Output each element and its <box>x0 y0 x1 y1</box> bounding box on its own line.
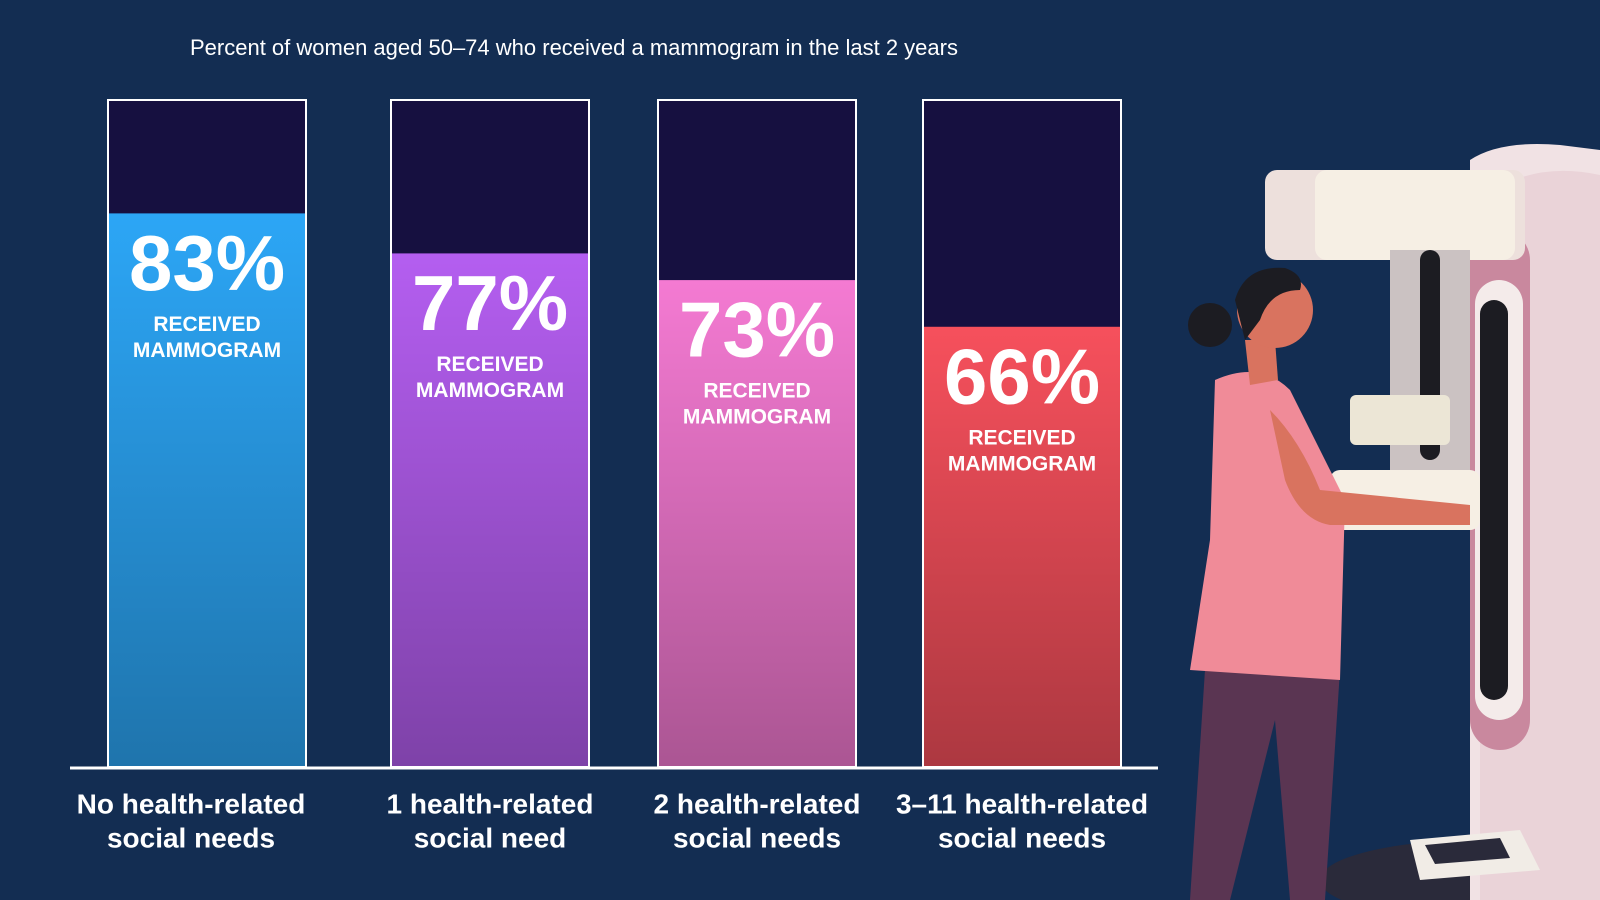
value-label: 83% <box>129 219 285 307</box>
bar-caption: MAMMOGRAM <box>133 339 281 362</box>
value-label: 66% <box>944 332 1100 420</box>
x-tick-label: social needs <box>107 822 275 853</box>
bar-caption: MAMMOGRAM <box>948 452 1096 475</box>
bar-caption: RECEIVED <box>703 380 810 403</box>
bar-caption: RECEIVED <box>436 353 543 376</box>
x-tick-label: 3–11 health-related <box>896 788 1148 819</box>
x-tick-label: 1 health-related <box>387 788 594 819</box>
x-tick-label: social needs <box>938 822 1106 853</box>
bar-shade <box>658 280 856 767</box>
bar-shade <box>923 326 1121 767</box>
bar-shade <box>108 213 306 767</box>
value-label: 73% <box>679 286 835 374</box>
chart-title: Percent of women aged 50–74 who received… <box>190 35 958 60</box>
illustration <box>1188 144 1600 900</box>
bar-caption: MAMMOGRAM <box>683 406 831 429</box>
bar-caption: RECEIVED <box>968 426 1075 449</box>
value-label: 77% <box>412 259 568 347</box>
x-tick-label: social need <box>414 822 567 853</box>
x-tick-label: 2 health-related <box>654 788 861 819</box>
bar-caption: RECEIVED <box>153 313 260 336</box>
bar-caption: MAMMOGRAM <box>416 379 564 402</box>
x-tick-label: No health-related <box>77 788 306 819</box>
bar-shade <box>391 253 589 767</box>
x-tick-label: social needs <box>673 822 841 853</box>
